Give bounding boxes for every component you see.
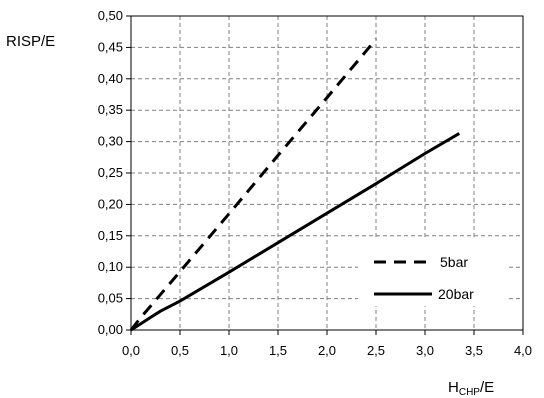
y-tick-label: 0,20: [98, 196, 123, 211]
x-tick-label: 4,0: [514, 343, 532, 358]
x-tick-label: 2,5: [367, 343, 385, 358]
y-tick-label: 0,05: [98, 291, 123, 306]
x-tick-label: 2,0: [318, 343, 336, 358]
y-tick-label: 0,00: [98, 322, 123, 337]
y-tick-label: 0,40: [98, 71, 123, 86]
legend-label-20bar: 20bar: [438, 286, 474, 302]
y-axis-ticks: 0,00 0,05 0,10 0,15 0,20 0,25 0,30 0,35 0,40 0,45…: [98, 8, 131, 337]
y-axis-title: RISP/E: [6, 33, 55, 50]
y-tick-label: 0,50: [98, 8, 123, 23]
y-tick-label: 0,30: [98, 134, 123, 149]
legend-background: [358, 240, 506, 306]
x-axis-title-subscript: CHP: [459, 387, 480, 398]
x-tick-label: 1,0: [220, 343, 238, 358]
x-tick-label: 3,0: [416, 343, 434, 358]
x-axis-title: HCHP/E: [448, 379, 494, 398]
x-tick-label: 0,0: [122, 343, 140, 358]
x-tick-label: 1,5: [269, 343, 287, 358]
y-tick-label: 0,15: [98, 228, 123, 243]
legend: 5bar 20bar: [358, 240, 506, 306]
x-tick-label: 0,5: [171, 343, 189, 358]
x-axis-ticks: 0,0 0,5 1,0 1,5 2,0 2,5 3,0 3,5 4,0: [122, 330, 532, 358]
x-axis-title-main: H: [448, 379, 459, 396]
x-axis-title-suffix: /E: [480, 379, 494, 396]
y-tick-label: 0,35: [98, 102, 123, 117]
series-line-20bar: [130, 132, 461, 332]
y-tick-label: 0,45: [98, 39, 123, 54]
series-line-5bar: [129, 38, 378, 331]
data-series: [129, 38, 461, 332]
legend-label-5bar: 5bar: [440, 254, 468, 270]
y-tick-label: 0,25: [98, 165, 123, 180]
y-tick-label: 0,10: [98, 259, 123, 274]
x-tick-label: 3,5: [465, 343, 483, 358]
